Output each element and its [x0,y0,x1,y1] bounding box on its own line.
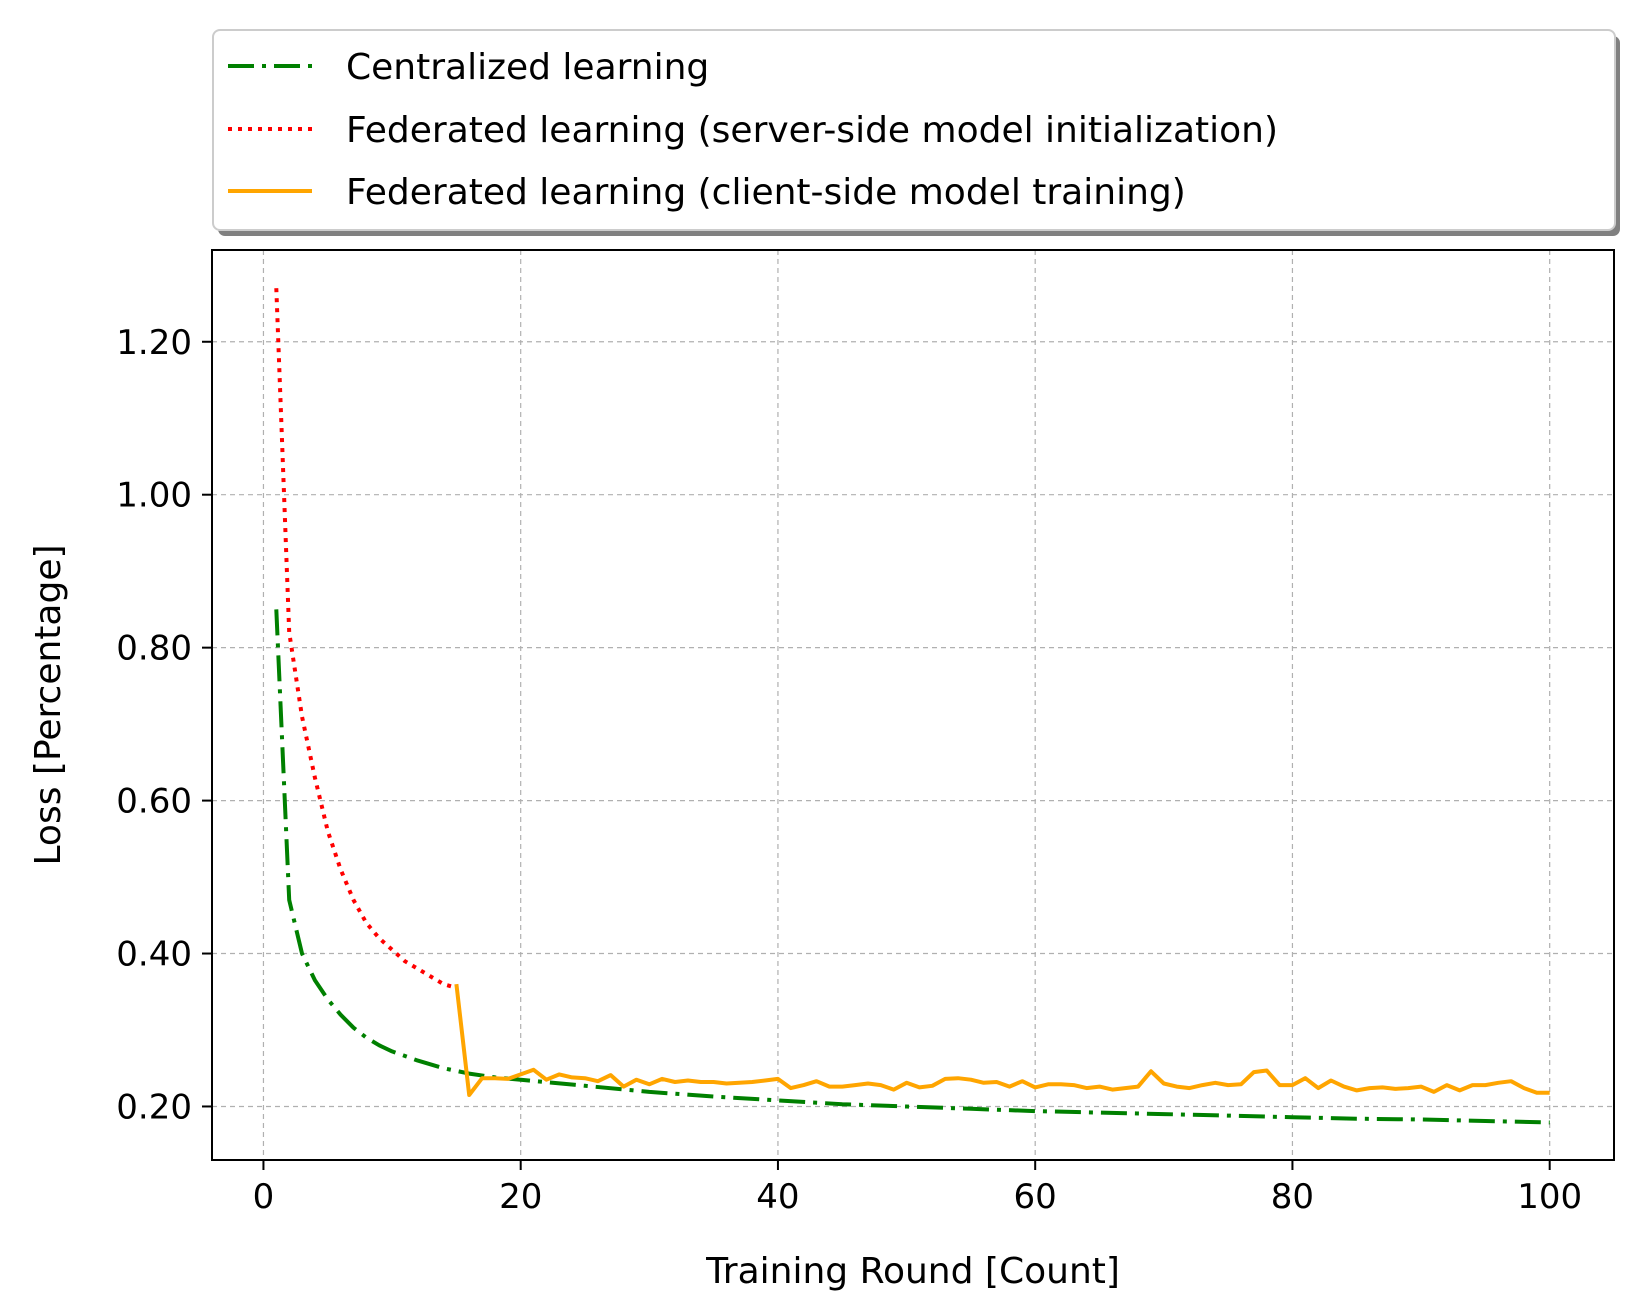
y-axis-title: Loss [Percentage] [28,544,69,865]
y-axis-ticks: 0.20 0.40 0.60 0.80 1.00 1.20 [116,323,212,1127]
x-tick-label: 60 [1014,1177,1057,1217]
legend: Centralized learning Federated learning … [212,29,1620,236]
legend-label-centralized: Centralized learning [346,47,709,88]
x-tick-label: 0 [253,1177,275,1217]
x-tick-label: 20 [499,1177,542,1217]
legend-label-federated-server: Federated learning (server-side model in… [346,110,1278,151]
y-tick-label: 0.80 [116,629,192,669]
x-axis-title: Training Round [Count] [705,1251,1120,1292]
grid-lines [212,250,1614,1160]
series-line-federated-client [454,983,1550,1097]
legend-label-federated-client: Federated learning (client-side model tr… [346,172,1186,213]
y-tick-label: 1.00 [116,476,192,516]
x-tick-label: 100 [1517,1177,1582,1217]
x-axis-ticks: 0 20 40 60 80 100 [253,1160,1582,1217]
legend-box [212,29,1616,231]
x-tick-label: 80 [1271,1177,1314,1217]
y-tick-label: 0.40 [116,935,192,975]
series-layer [274,288,1550,1125]
y-tick-label: 0.60 [116,782,192,822]
x-tick-label: 40 [756,1177,799,1217]
y-tick-label: 1.20 [116,323,192,363]
y-tick-label: 0.20 [116,1087,192,1127]
series-line-centralized [274,609,1550,1125]
plot-background [212,250,1614,1160]
series-line-federated-server [274,288,457,990]
plot-frame [211,249,1615,1161]
